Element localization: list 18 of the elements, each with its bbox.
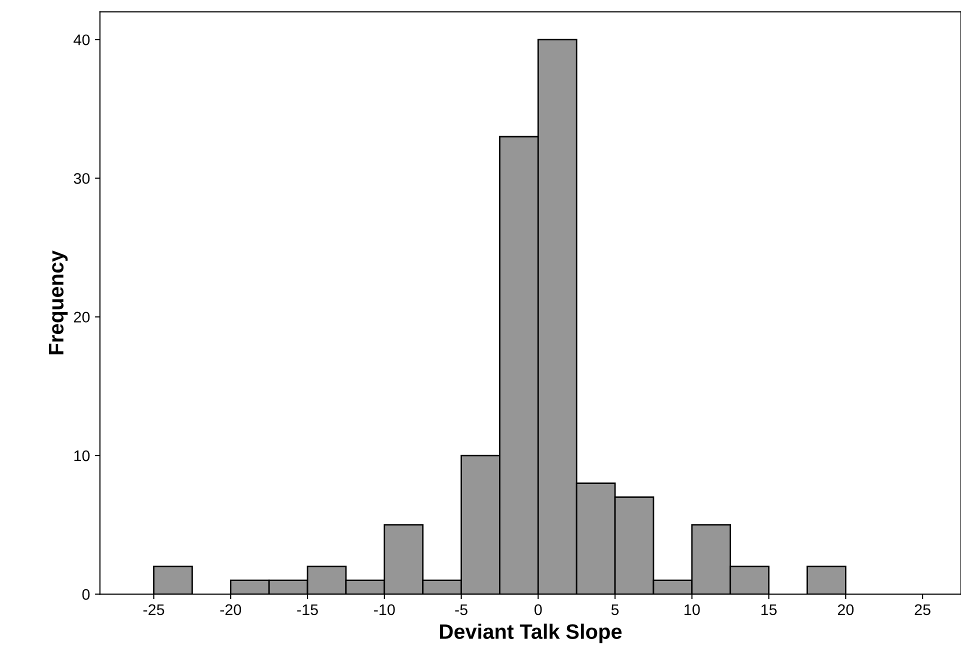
x-tick-label: -25 [143,604,164,616]
x-tick-label: 10 [684,604,700,616]
x-tick-label: 15 [761,604,777,616]
y-axis-title: Frequency [49,250,68,354]
x-tick-label: -5 [455,604,468,616]
y-tick-label: 20 [74,312,90,323]
x-tick-label: 5 [611,604,619,616]
x-tick-label: -15 [297,604,318,616]
x-tick-label: -20 [220,604,242,616]
x-tick-label: 25 [914,604,930,616]
x-tick-label: 20 [838,604,854,616]
y-tick-label: 0 [82,589,90,600]
y-tick-label: 10 [74,450,90,462]
x-axis-title: Deviant Talk Slope [440,624,622,644]
x-tick-label: 0 [534,604,542,616]
y-tick-label: 40 [74,34,90,46]
x-tick-label: -10 [374,604,395,616]
y-tick-label: 30 [74,173,90,184]
